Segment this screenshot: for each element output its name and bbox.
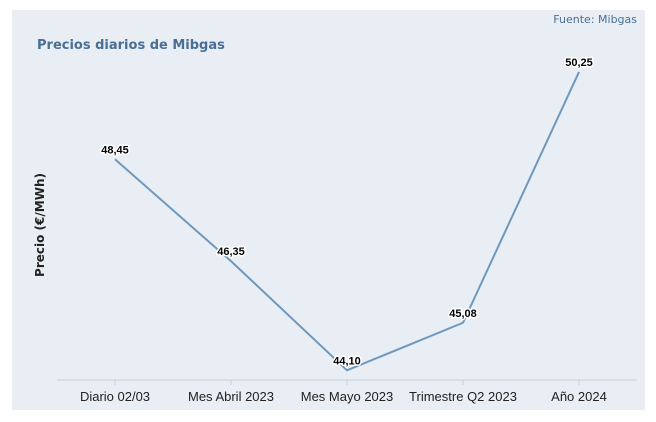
chart-frame: Fuente: Mibgas Precios diarios de Mibgas… xyxy=(12,10,645,410)
data-label: 50,25 xyxy=(565,57,593,69)
data-label-halo: 44,10 xyxy=(333,355,361,367)
x-tick-label: Diario 02/03 xyxy=(80,389,150,404)
series-line xyxy=(114,71,580,372)
data-label-halo: 48,45 xyxy=(101,144,129,156)
data-label: 48,45 xyxy=(101,144,129,156)
source-note: Fuente: Mibgas xyxy=(553,13,637,26)
line-chart: Fuente: Mibgas Precios diarios de Mibgas… xyxy=(33,13,637,404)
data-label: 45,08 xyxy=(449,308,477,320)
data-label: 44,10 xyxy=(333,355,361,367)
data-label-halo: 46,35 xyxy=(217,246,245,258)
chart-title: Precios diarios de Mibgas xyxy=(37,38,225,53)
data-label-halo: 50,25 xyxy=(565,57,593,69)
data-label-halo: 45,08 xyxy=(449,308,477,320)
x-tick-label: Mes Abril 2023 xyxy=(188,389,274,404)
x-tick-label: Año 2024 xyxy=(551,389,607,404)
data-label: 46,35 xyxy=(217,246,245,258)
x-tick-label: Mes Mayo 2023 xyxy=(301,389,394,404)
y-axis-label: Precio (€/MWh) xyxy=(33,173,47,277)
x-tick-label: Trimestre Q2 2023 xyxy=(409,389,517,404)
